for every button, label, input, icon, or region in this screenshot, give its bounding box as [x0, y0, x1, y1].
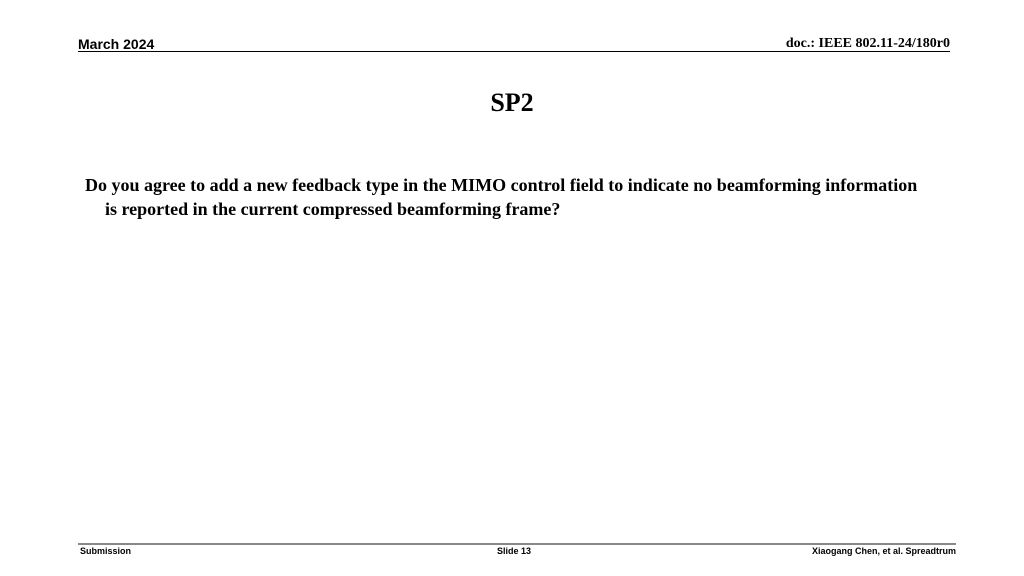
footer-submission: Submission	[80, 546, 132, 556]
footer-author: Xiaogang Chen, et al. Spreadtrum	[811, 546, 956, 556]
header-date: March 2024	[78, 36, 155, 52]
header-doc-id: doc.: IEEE 802.11-24/180r0	[785, 36, 950, 51]
footer-divider	[78, 543, 956, 545]
footer-slide-number: Slide 13	[497, 546, 532, 556]
slide-title: SP2	[490, 88, 534, 117]
slide-body: Do you agree to add a new feedback type …	[85, 175, 918, 219]
header-divider	[78, 51, 950, 52]
